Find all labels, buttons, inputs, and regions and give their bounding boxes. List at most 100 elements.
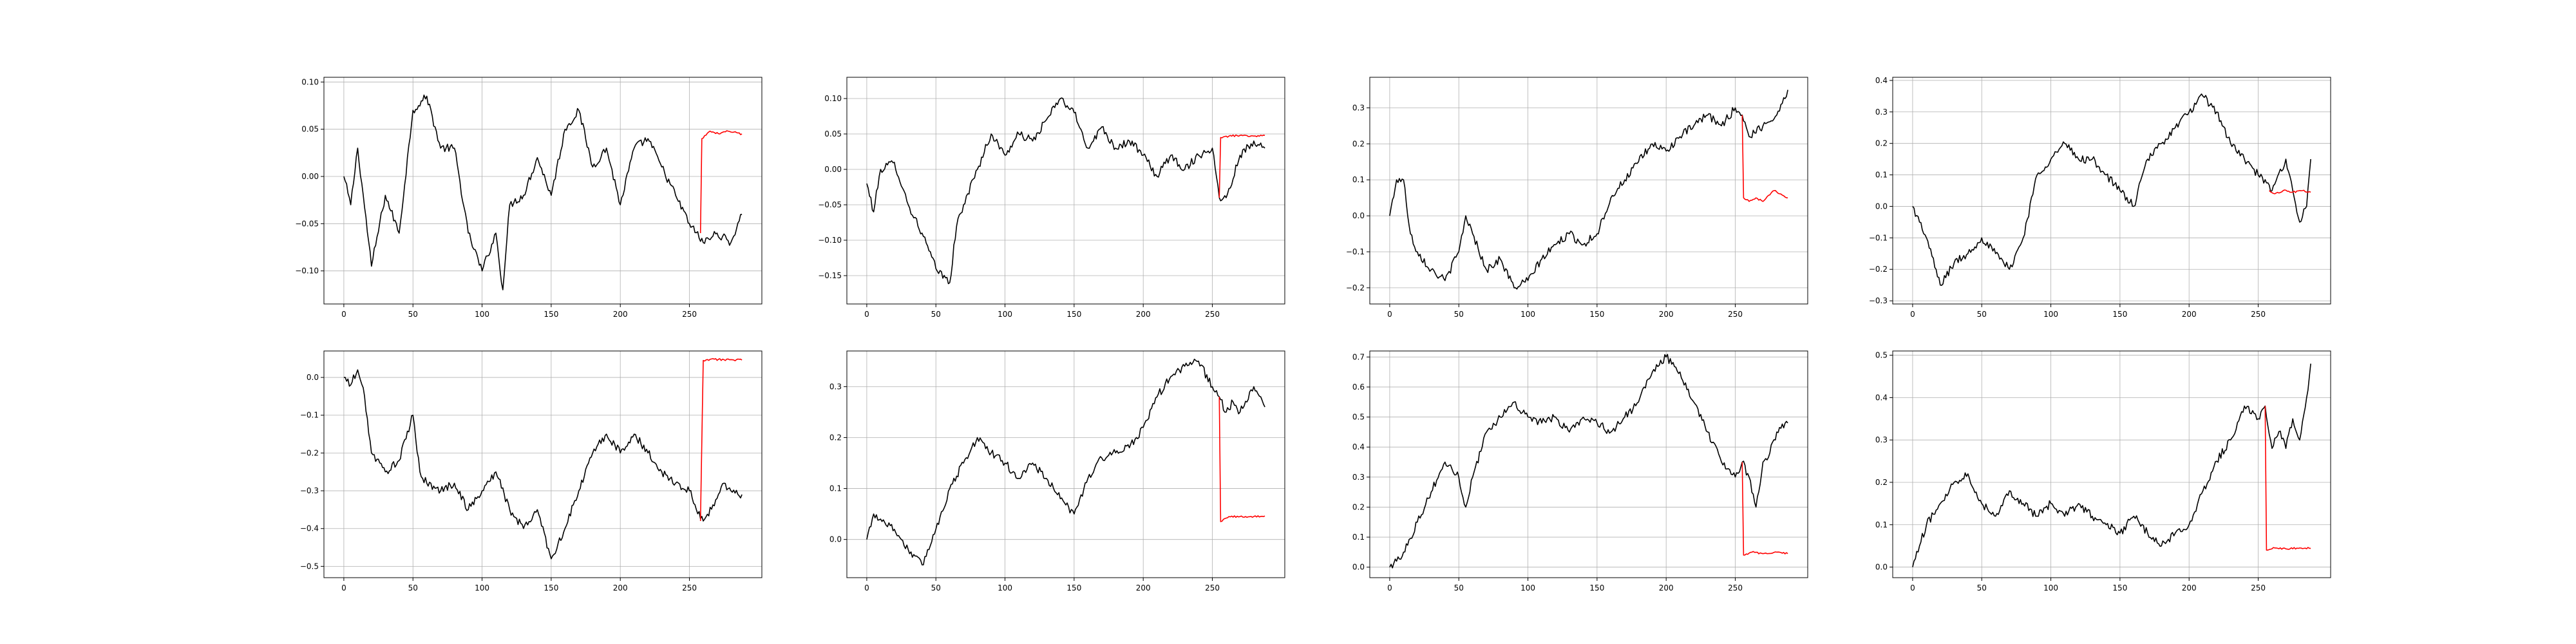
y-tick-label: 0.0	[829, 535, 842, 544]
plot-area	[847, 351, 1285, 578]
y-tick-label: 0.00	[301, 172, 319, 181]
plot-area	[324, 351, 762, 578]
y-tick-label: 0.00	[824, 165, 842, 174]
x-tick-label: 200	[2182, 583, 2197, 592]
x-tick-label: 250	[2251, 310, 2266, 319]
x-tick-label: 250	[1728, 583, 1743, 592]
x-tick-label: 200	[1659, 310, 1674, 319]
plot-area	[1893, 77, 2331, 304]
subplot-4: 0 50 100 150 200 250 −0.3 −0.2 −0.1 0.0 0.1 0.2 0.3 0…	[1869, 76, 2331, 319]
y-tick-label: 0.5	[1352, 413, 1365, 422]
x-tick-label: 150	[1066, 583, 1081, 592]
x-tick-label: 100	[2043, 310, 2058, 319]
y-tick-label: 0.10	[301, 77, 319, 86]
y-tick-label: 0.2	[829, 433, 842, 442]
y-tick-label: −0.2	[300, 448, 319, 457]
subplot-2: 0 50 100 150 200 250 −0.15 −0.10 −0.05 0.00 0.05 0.…	[818, 77, 1285, 319]
subplot-1: 0 50 100 150 200 250 −0.10 −0.05 0.00 0.05 0.10	[295, 77, 762, 319]
x-tick-label: 0	[1910, 583, 1915, 592]
y-tick-label: 0.6	[1352, 383, 1365, 392]
y-tick-label: −0.5	[300, 562, 319, 571]
x-tick-label: 150	[1589, 310, 1604, 319]
y-tick-label: −0.2	[1869, 265, 1888, 274]
plot-area	[847, 77, 1285, 304]
x-tick-label: 0	[864, 583, 869, 592]
axes-frame	[1369, 350, 1808, 578]
prediction-series-line	[1741, 115, 1788, 202]
y-tick-label: −0.15	[818, 271, 842, 280]
y-tick-label: −0.1	[1869, 233, 1888, 242]
y-tick-label: −0.3	[1869, 296, 1888, 305]
x-tick-label: 200	[1136, 583, 1151, 592]
actual-series-line	[866, 358, 1265, 566]
x-tick-label: 50	[1977, 583, 1987, 592]
x-tick-label: 0	[341, 583, 346, 592]
prediction-series-line	[699, 358, 743, 522]
x-tick-label: 150	[2112, 310, 2127, 319]
y-tick-label: 0.1	[1352, 533, 1365, 542]
actual-series-line	[1389, 90, 1788, 290]
x-tick-label: 50	[408, 583, 418, 592]
x-tick-label: 50	[931, 310, 941, 319]
x-tick-label: 200	[1659, 583, 1674, 592]
y-tick-label: 0.0	[1875, 202, 1888, 211]
y-tick-label: −0.4	[300, 524, 319, 533]
axes-frame	[846, 77, 1285, 305]
subplot-7: 0 50 100 150 200 250 0.0 0.1 0.2 0.3 0.4 0.5 0.6 0.7	[1352, 350, 1808, 592]
x-tick-label: 200	[2182, 310, 2197, 319]
x-tick-label: 150	[1066, 310, 1081, 319]
axes-frame	[846, 350, 1285, 578]
x-tick-label: 50	[1454, 583, 1464, 592]
subplot-6: 0 50 100 150 200 250 0.0 0.1 0.2 0.3	[829, 350, 1285, 592]
x-tick-label: 250	[2251, 583, 2266, 592]
y-tick-label: 0.2	[1875, 478, 1888, 487]
axes-frame	[1369, 77, 1808, 305]
prediction-series-line	[2269, 189, 2311, 194]
actual-series-line	[1389, 354, 1788, 569]
actual-series-line	[1912, 363, 2311, 567]
prediction-series-line	[1218, 134, 1265, 198]
x-tick-label: 250	[1205, 583, 1220, 592]
y-tick-label: 0.0	[307, 373, 319, 382]
y-tick-label: 0.3	[829, 382, 842, 391]
y-tick-label: 0.3	[1352, 103, 1365, 112]
x-tick-label: 100	[2043, 583, 2058, 592]
prediction-series-line	[1218, 397, 1265, 522]
axes-frame	[1892, 77, 2331, 305]
y-tick-label: 0.2	[1875, 139, 1888, 148]
x-tick-label: 250	[1205, 310, 1220, 319]
y-tick-label: 0.1	[1875, 171, 1888, 180]
y-tick-label: −0.10	[818, 236, 842, 245]
x-tick-label: 0	[1387, 583, 1392, 592]
y-tick-label: 0.4	[1875, 76, 1888, 85]
axes-frame	[1892, 350, 2331, 578]
axes-frame	[323, 350, 762, 578]
x-tick-label: 50	[1454, 310, 1464, 319]
plot-area	[1893, 351, 2331, 578]
actual-series-line	[343, 94, 743, 290]
subplot-3: 0 50 100 150 200 250 −0.2 −0.1 0.0 0.1 0.2 0.3	[1346, 77, 1808, 319]
y-tick-label: 0.2	[1352, 139, 1365, 148]
y-tick-label: −0.05	[818, 200, 842, 209]
x-tick-label: 250	[682, 310, 697, 319]
y-tick-label: 0.1	[1352, 175, 1365, 184]
y-tick-label: −0.2	[1346, 283, 1365, 292]
y-tick-label: 0.0	[1352, 563, 1365, 572]
y-tick-label: −0.1	[300, 411, 319, 420]
y-tick-label: 0.3	[1875, 435, 1888, 444]
x-tick-label: 150	[2112, 583, 2127, 592]
y-tick-label: 0.10	[824, 94, 842, 103]
x-tick-label: 0	[341, 310, 346, 319]
actual-series-line	[343, 369, 743, 560]
plot-area	[1370, 351, 1808, 578]
plot-area	[1370, 77, 1808, 304]
y-tick-label: 0.3	[1875, 108, 1888, 117]
plot-area	[324, 77, 762, 304]
y-tick-label: 0.4	[1352, 442, 1365, 451]
y-tick-label: 0.4	[1875, 393, 1888, 402]
prediction-series-line	[1741, 462, 1788, 556]
x-tick-label: 100	[475, 583, 489, 592]
x-tick-label: 200	[1136, 310, 1151, 319]
axes-frame	[323, 77, 762, 305]
x-tick-label: 50	[1977, 310, 1987, 319]
